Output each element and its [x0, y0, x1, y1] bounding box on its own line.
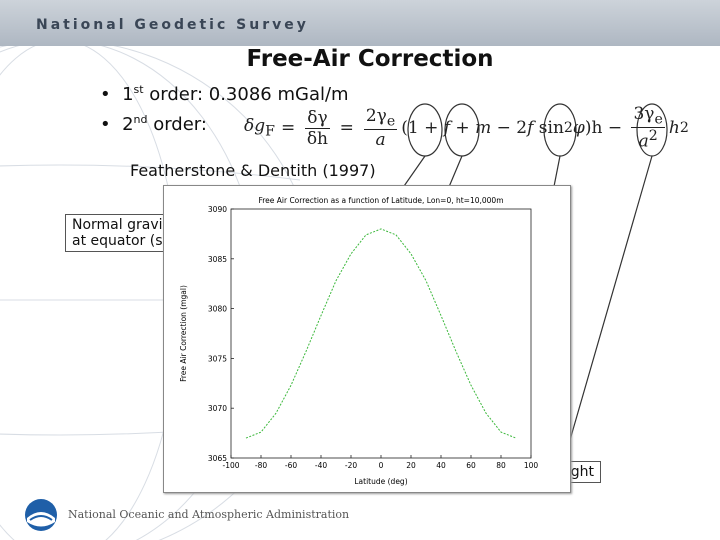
fraction: 3γe a2 [631, 104, 665, 152]
math: + [450, 118, 476, 139]
x-tick-label: -100 [222, 461, 239, 470]
bullet-text: order: [147, 114, 207, 135]
math: φ [572, 118, 585, 139]
x-tick-label: -20 [345, 461, 357, 470]
slide-title: Free-Air Correction [246, 46, 494, 72]
math: a [638, 132, 649, 153]
math: 3γ [633, 104, 655, 124]
plot-area [230, 208, 532, 459]
bullet: • 2nd order: [100, 113, 207, 135]
callout-line: ght [570, 464, 594, 480]
math: 3γe [631, 104, 665, 129]
fraction: 2γe a [363, 105, 398, 151]
y-tick-label: 3080 [208, 305, 227, 314]
chart-window: Free Air Correction as a function of Lat… [163, 185, 571, 493]
math: = [280, 118, 296, 139]
math: a [375, 130, 386, 151]
callout-line: at equator (s [72, 233, 163, 249]
header-bar: National Geodetic Survey [0, 0, 720, 46]
math: 2 [648, 128, 658, 145]
bullet-number: 2 [122, 114, 134, 135]
math: F [265, 123, 275, 140]
math: sin [533, 118, 564, 139]
math: (1 + [401, 118, 444, 139]
y-tick-label: 3090 [208, 205, 227, 214]
y-axis-label: Free Air Correction (mgal) [179, 285, 188, 382]
fraction: δγ δh [305, 107, 330, 149]
footer-text: National Oceanic and Atmospheric Adminis… [68, 508, 350, 521]
math: f [527, 118, 534, 139]
bullet: • 1st order: 0.3086 mGal/m [100, 83, 349, 105]
bullet-number: 1 [122, 84, 134, 105]
chart-title: Free Air Correction as a function of Lat… [258, 196, 503, 205]
math: 2 [563, 120, 573, 137]
math: δg [244, 116, 266, 137]
x-axis-label: Latitude (deg) [354, 477, 407, 486]
x-tick-label: -80 [255, 461, 267, 470]
math: m [475, 118, 492, 139]
x-tick-label: 40 [436, 461, 446, 470]
x-tick-label: -40 [315, 461, 327, 470]
math: h [668, 118, 680, 139]
math: e [386, 113, 396, 130]
y-tick-label: 3085 [208, 255, 227, 264]
math: δh [306, 128, 328, 149]
bullet-suffix: st [133, 83, 144, 96]
noaa-logo [25, 499, 57, 531]
x-tick-label: 100 [524, 461, 539, 470]
math: a2 [639, 128, 658, 152]
y-tick-label: 3075 [208, 354, 227, 363]
math: 2 [679, 120, 689, 137]
math: δgF [244, 116, 275, 139]
x-tick-label: -60 [285, 461, 297, 470]
x-tick-label: 60 [466, 461, 476, 470]
x-tick-label: 0 [379, 461, 384, 470]
data-line [245, 228, 517, 439]
math: δγ [305, 107, 330, 129]
math: 2γ [365, 105, 387, 126]
x-tick-label: 20 [406, 461, 416, 470]
y-tick-label: 3070 [208, 404, 227, 413]
math: )h [584, 118, 603, 139]
math: 2γe [363, 105, 398, 131]
chart: Free Air Correction as a function of Lat… [179, 196, 539, 486]
math: f [443, 118, 451, 139]
header-text: National Geodetic Survey [36, 17, 309, 33]
math: − 2 [491, 118, 528, 139]
math: e [654, 111, 663, 128]
math: = [339, 118, 354, 139]
bullet-suffix: nd [133, 113, 148, 126]
citation: Featherstone & Dentith (1997) [130, 161, 376, 180]
bullet-text: order: 0.3086 mGal/m [143, 84, 349, 105]
y-tick-label: 3065 [208, 454, 227, 463]
math: − [602, 118, 628, 139]
x-tick-label: 80 [496, 461, 506, 470]
callout-line: Normal gravi [72, 217, 163, 233]
